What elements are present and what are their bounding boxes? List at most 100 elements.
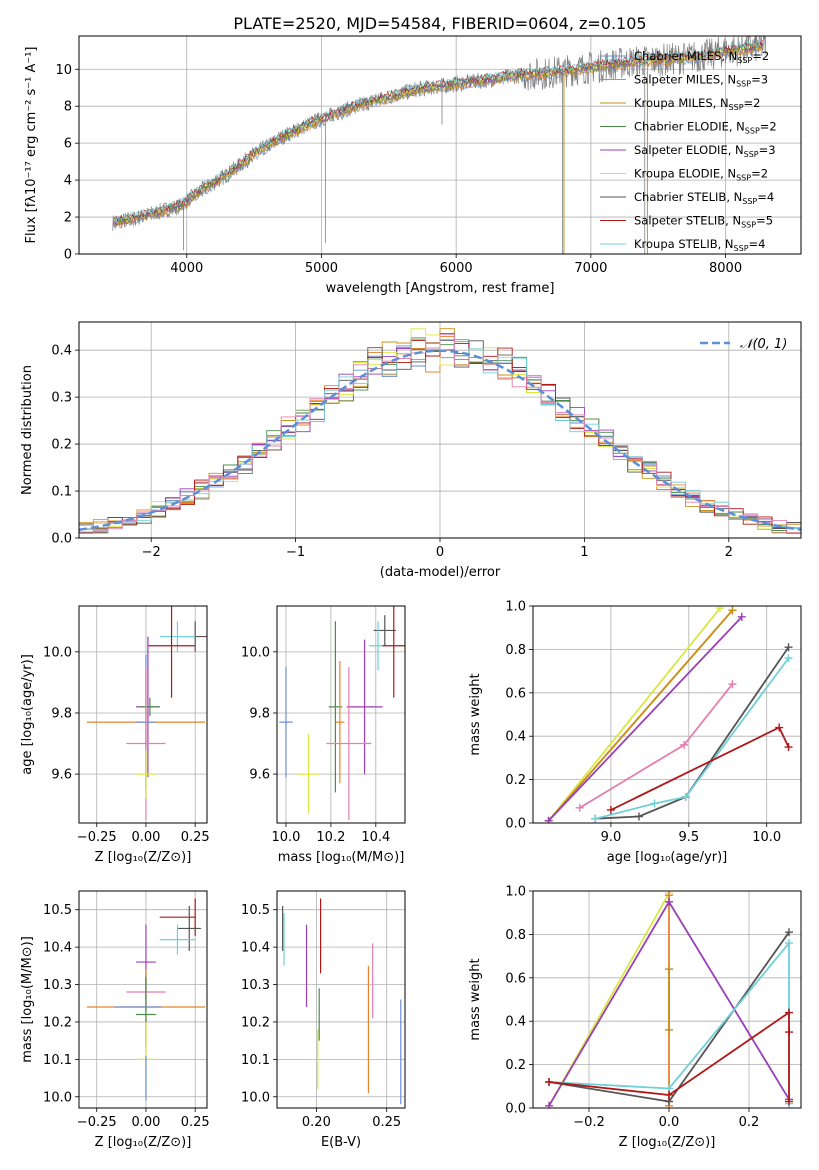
- y-tick-label: 0.2: [505, 1058, 526, 1073]
- y-tick-label: 0.2: [505, 773, 526, 788]
- weight-line-krou_stelib: [595, 657, 790, 820]
- y-axis-label: mass weight: [468, 673, 483, 755]
- weight-marker: [785, 1097, 793, 1106]
- x-tick-label: 0.25: [181, 830, 210, 845]
- x-tick-label: 6000: [440, 261, 473, 276]
- model-spectrum-krou_stelib: [113, 39, 763, 222]
- x-tick-label: 9.0: [601, 830, 622, 845]
- x-axis-label: Z [log₁₀(Z/Z⊙)]: [95, 850, 192, 865]
- x-axis-label: Z [log₁₀(Z/Z⊙)]: [95, 1135, 192, 1150]
- histogram-pink: [79, 333, 801, 534]
- weight-marker: [665, 1090, 673, 1099]
- x-tick-label: 9.5: [678, 830, 699, 845]
- y-tick-label: 10.5: [43, 903, 72, 918]
- panel-z_weight: −0.2 0.0 0.2 0.0 0.2 0.4 0.6 0.8 1.0 Z [log₁₀(Z/Z…: [468, 885, 802, 1150]
- y-tick-label: 10.2: [43, 1015, 72, 1030]
- plot-area-spectrum: [112, 36, 767, 254]
- plot-area-mass_age: [279, 606, 405, 820]
- y-tick-label: 10.1: [43, 1053, 72, 1068]
- panel-ebv_mass: 0.20 0.25 10.0 10.1 10.2 10.3 10.4 10.5 E(B-V): [241, 890, 406, 1150]
- y-tick-label: 0.2: [51, 438, 72, 453]
- y-tick-label: 0.4: [51, 344, 72, 359]
- y-tick-label: 9.8: [51, 706, 72, 721]
- axes-frame: [78, 890, 208, 1109]
- weight-marker: [665, 965, 673, 974]
- weight-marker: [545, 1077, 553, 1086]
- y-tick-label: 1.0: [505, 885, 526, 900]
- y-tick-label: 10.5: [241, 903, 270, 918]
- x-tick-label: 0.2: [739, 1115, 760, 1130]
- y-tick-label: 0.3: [51, 391, 72, 406]
- x-tick-label: 8000: [709, 261, 742, 276]
- y-tick-label: 9.8: [249, 706, 270, 721]
- weight-marker: [737, 612, 746, 621]
- weight-marker: [785, 939, 793, 948]
- y-tick-label: 10.0: [241, 1090, 270, 1105]
- axes-frame: [78, 35, 802, 255]
- plot-area-z_weight: [545, 891, 793, 1108]
- y-tick-label: 10.1: [241, 1053, 270, 1068]
- y-tick-label: 2: [64, 211, 72, 226]
- y-axis-label: mass [log₁₀(M/M⊙)]: [20, 936, 35, 1063]
- y-tick-label: 0.4: [505, 730, 526, 745]
- x-tick-label: −1: [286, 545, 305, 560]
- y-tick-label: 8: [64, 100, 72, 115]
- y-tick-label: 10.2: [241, 1015, 270, 1030]
- x-tick-label: 0.25: [181, 1115, 210, 1130]
- x-tick-label: 10.4: [361, 830, 390, 845]
- panel-residual_histogram: −2 −1 0 1 2 0.0 0.1 0.2 0.3 0.4 (data-model)/error…: [20, 321, 802, 580]
- y-tick-label: 10.4: [43, 941, 72, 956]
- x-tick-label: 10.0: [272, 830, 301, 845]
- plot-area-z_age: [86, 606, 207, 820]
- x-axis-label: E(B-V): [321, 1135, 361, 1150]
- axes-frame: [532, 890, 802, 1109]
- x-tick-label: 5000: [305, 261, 338, 276]
- y-axis-label: Normed distribution: [20, 365, 35, 495]
- axes-frame: [78, 321, 802, 539]
- weight-marker: [728, 680, 737, 689]
- weight-marker: [681, 792, 690, 801]
- x-tick-label: 7000: [574, 261, 607, 276]
- x-tick-label: 4000: [170, 261, 203, 276]
- axes-frame: [276, 890, 406, 1109]
- plot-area-ebv_mass: [282, 898, 402, 1105]
- weight-marker: [728, 606, 737, 615]
- legend-label: Chabrier ELODIE, NSSP=2: [634, 120, 777, 136]
- x-tick-label: 0.25: [372, 1115, 401, 1130]
- y-axis-label: Flux [fλ10⁻¹⁷ erg cm⁻² s⁻¹ A⁻¹]: [24, 47, 39, 244]
- weight-marker: [544, 816, 553, 823]
- x-tick-label: −0.25: [77, 830, 117, 845]
- y-tick-label: 10.0: [241, 645, 270, 660]
- legend-label: Salpeter STELIB, NSSP=5: [634, 214, 773, 230]
- weight-marker: [785, 1028, 793, 1037]
- y-tick-label: 1.0: [505, 600, 526, 615]
- weight-marker: [575, 803, 584, 812]
- y-tick-label: 0.0: [51, 532, 72, 547]
- x-tick-label: 0.00: [131, 830, 160, 845]
- weight-line-salp_elodie: [547, 616, 743, 822]
- y-tick-label: 10.0: [43, 645, 72, 660]
- weight-marker: [715, 606, 724, 613]
- weight-marker: [606, 805, 615, 814]
- legend-label: Kroupa STELIB, NSSP=4: [634, 237, 765, 253]
- y-tick-label: 0.4: [505, 1015, 526, 1030]
- legend-label: Kroupa ELODIE, NSSP=2: [634, 167, 768, 183]
- y-tick-label: 10.0: [43, 1090, 72, 1105]
- y-tick-label: 6: [64, 137, 72, 152]
- y-tick-label: 9.6: [249, 768, 270, 783]
- gaussian-curve: [79, 349, 801, 532]
- x-tick-label: 2: [725, 545, 733, 560]
- panel-spectrum: 4000 5000 6000 7000 8000 0 2 4 6 8 10 wavelength [A…: [24, 35, 802, 296]
- plot-area-residual_histogram: [79, 328, 801, 534]
- y-tick-label: 10.3: [241, 978, 270, 993]
- x-tick-label: −0.25: [77, 1115, 117, 1130]
- legend-label: Chabrier STELIB, NSSP=4: [634, 190, 774, 206]
- weight-line-chab_stelib: [595, 646, 790, 820]
- panel-mass_age: 10.0 10.2 10.4 9.6 9.8 10.0 mass [log₁₀(M/M⊙)]: [241, 605, 406, 865]
- x-axis-label: (data-model)/error: [380, 565, 501, 580]
- plot-area-age_weight: [544, 606, 793, 823]
- legend-label: Salpeter MILES, NSSP=3: [634, 73, 768, 89]
- panel-z_age: −0.25 0.00 0.25 9.6 9.8 10.0 Z [log₁₀(Z/Z⊙)] ag…: [20, 605, 210, 865]
- weight-marker: [680, 740, 689, 749]
